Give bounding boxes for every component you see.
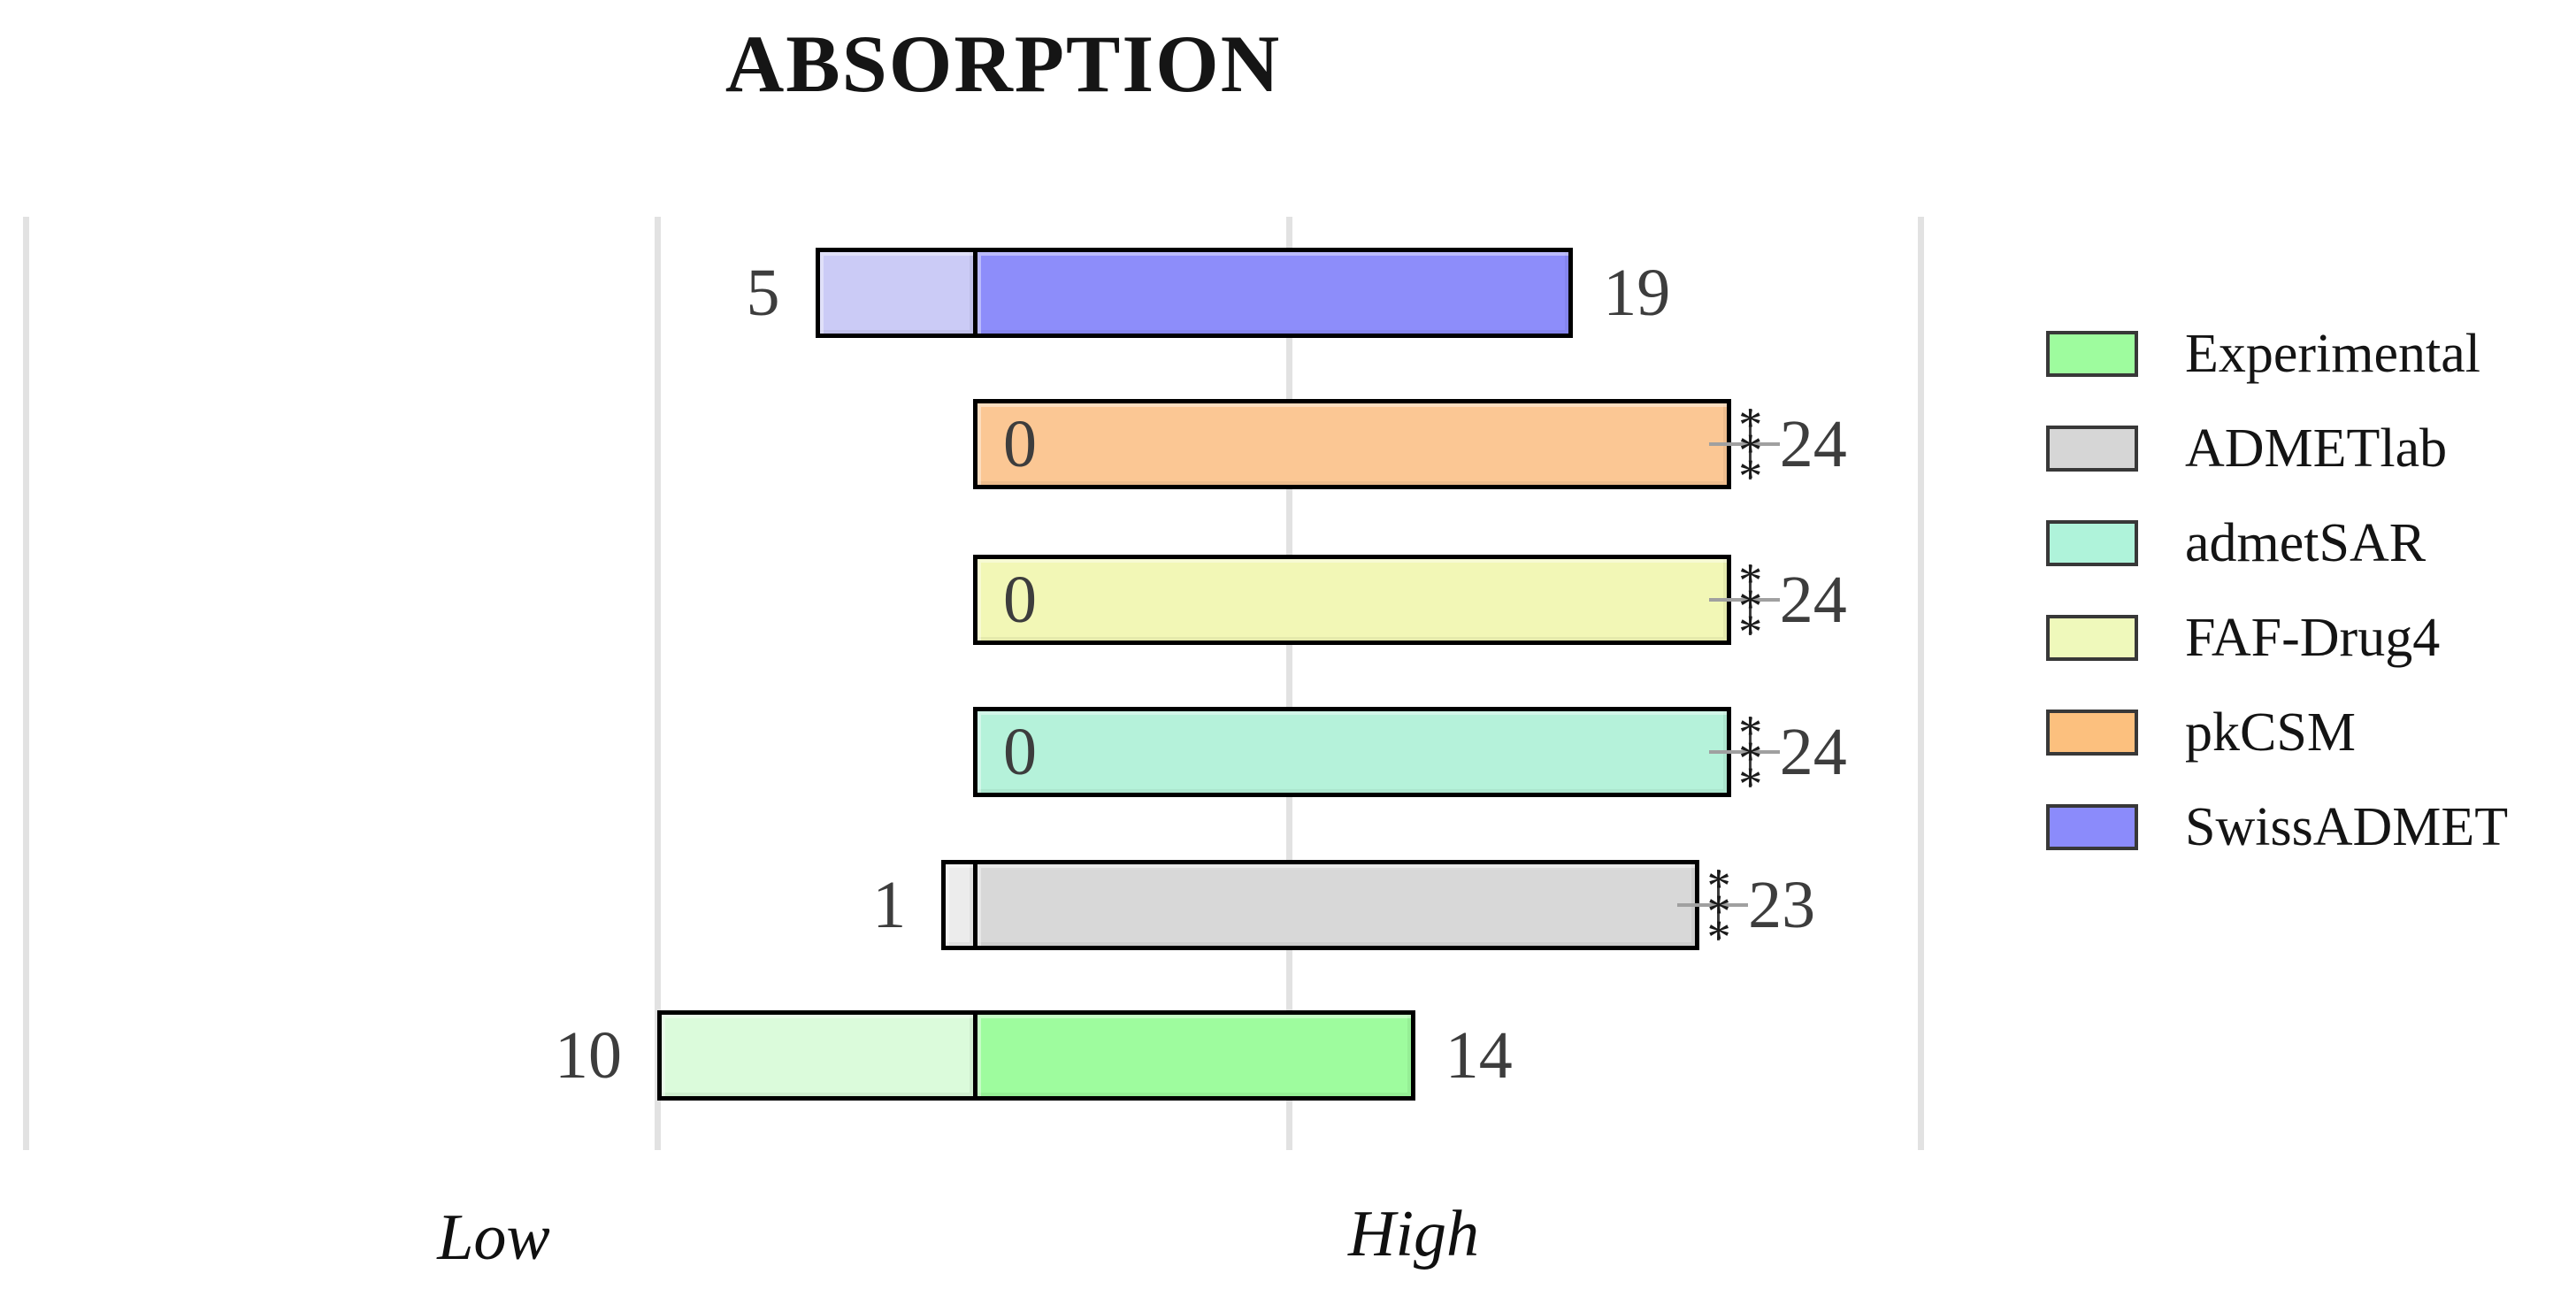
value-label-low-admetlab: 1 (872, 868, 907, 942)
legend-swatch (2046, 804, 2138, 850)
error-bar-line-admetlab (1717, 870, 1721, 940)
significance-asterisk-admetlab: * (1706, 885, 1731, 938)
error-bar-line-admetsar (1748, 717, 1752, 787)
significance-asterisk-pkcsm: * (1738, 424, 1763, 477)
legend-swatch (2046, 710, 2138, 756)
bar-admetsar-high-segment (973, 707, 1731, 797)
x-gridline (1286, 217, 1292, 1150)
error-bar-line-faf-drug4 (1748, 564, 1752, 635)
legend-label: SwissADMET (2185, 797, 2509, 857)
significance-asterisk-admetsar: * (1738, 706, 1763, 759)
bar-admetlab-low-segment (941, 860, 973, 950)
legend-label: pkCSM (2185, 702, 2356, 763)
value-label-low-pkcsm: 0 (1003, 407, 1037, 481)
value-label-low-experimental: 10 (555, 1018, 622, 1093)
significance-asterisk-faf-drug4: * (1738, 554, 1763, 607)
error-bar-whisker-admetsar (1708, 750, 1780, 754)
significance-asterisk-admetlab: * (1706, 910, 1731, 963)
significance-asterisk-admetlab: * (1706, 859, 1731, 912)
error-bar-whisker-pkcsm (1708, 442, 1780, 446)
significance-asterisk-faf-drug4: * (1738, 579, 1763, 633)
value-label-high-admetsar: 24 (1779, 715, 1847, 789)
error-bar-whisker-admetlab (1677, 903, 1749, 907)
legend-label: ADMETlab (2185, 418, 2448, 479)
legend-swatch (2046, 331, 2138, 377)
bar-admetlab-high-segment (973, 860, 1700, 950)
x-gridline (23, 217, 29, 1150)
value-label-low-swissadmet: 5 (746, 256, 780, 330)
x-gridline (1918, 217, 1924, 1150)
bar-swissadmet-low-segment (815, 248, 973, 338)
x-gridline (655, 217, 661, 1150)
value-label-high-swissadmet: 19 (1603, 256, 1671, 330)
axis-label-low: Low (437, 1201, 550, 1274)
chart-title: ABSORPTION (724, 19, 1282, 109)
bar-faf-drug4-high-segment (973, 555, 1731, 645)
significance-asterisk-pkcsm: * (1738, 398, 1763, 451)
value-label-high-experimental: 14 (1445, 1018, 1513, 1093)
value-label-low-faf-drug4: 0 (1003, 563, 1037, 637)
significance-asterisk-admetsar: * (1738, 757, 1763, 810)
value-label-high-pkcsm: 24 (1779, 407, 1847, 481)
significance-asterisk-pkcsm: * (1738, 449, 1763, 503)
value-label-high-admetlab: 23 (1748, 868, 1816, 942)
bar-pkcsm-high-segment (973, 399, 1731, 489)
bar-swissadmet-high-segment (973, 248, 1574, 338)
value-label-low-admetsar: 0 (1003, 715, 1037, 789)
legend-swatch (2046, 426, 2138, 472)
legend-label: Experimental (2185, 324, 2480, 384)
legend-label: FAF-Drug4 (2185, 608, 2441, 668)
bar-experimental-low-segment (657, 1010, 973, 1101)
legend-label: admetSAR (2185, 513, 2426, 573)
value-label-high-faf-drug4: 24 (1779, 563, 1847, 637)
bar-experimental-high-segment (973, 1010, 1415, 1101)
significance-asterisk-admetsar: * (1738, 732, 1763, 785)
legend-swatch (2046, 520, 2138, 566)
error-bar-line-pkcsm (1748, 409, 1752, 480)
error-bar-whisker-faf-drug4 (1708, 598, 1780, 602)
significance-asterisk-faf-drug4: * (1738, 605, 1763, 658)
axis-label-high: High (1348, 1198, 1479, 1270)
legend-swatch (2046, 615, 2138, 661)
